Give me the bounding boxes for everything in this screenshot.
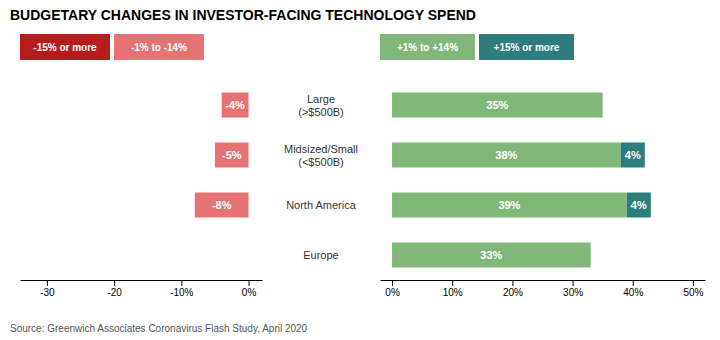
x-axis: 0% 10% 20% 30% 40% 50%: [381, 280, 706, 298]
bar: [392, 143, 621, 168]
legend-label: +1% to +14%: [397, 42, 458, 53]
bar: [222, 93, 249, 118]
tick: 40%: [623, 280, 643, 298]
tick: 10%: [443, 280, 463, 298]
chart-svg: -4% -5% -8% -30 -20 -10% 0% -15% or more -1% to …: [0, 0, 720, 340]
tick-label: 0%: [385, 287, 400, 298]
tick-mark: [114, 280, 115, 286]
legend: +1% to +14% +15% or more: [380, 34, 574, 60]
legend-swatch: [479, 34, 574, 60]
bar: [590, 243, 591, 268]
data-label: 33%: [480, 249, 502, 261]
tick: -20: [107, 280, 122, 298]
tick: 0%: [242, 280, 257, 298]
tick-label: 30%: [563, 287, 583, 298]
bar: [602, 93, 603, 118]
tick: 0%: [385, 280, 400, 298]
tick: 20%: [503, 280, 523, 298]
legend-swatch: [380, 34, 475, 60]
annotation: Source: Greenwich Associates Coronavirus…: [10, 323, 308, 334]
tick-label: 10%: [443, 287, 463, 298]
data-labels: 35% 38% 39% 33% 4% 4%: [480, 99, 647, 261]
tick: -10%: [170, 280, 193, 298]
data-labels: -4% -5% -8%: [212, 99, 245, 211]
tick-mark: [693, 280, 694, 286]
legend-label: -1% to -14%: [131, 42, 187, 53]
bar: [621, 143, 645, 168]
category-label: Midsized/Small(<$500B): [284, 143, 358, 168]
bars: [392, 93, 651, 268]
tick-label: -20: [107, 287, 122, 298]
legend-label: -15% or more: [33, 42, 97, 53]
category-label-line: Europe: [303, 249, 338, 261]
data-label: -5%: [222, 149, 242, 161]
tick-mark: [47, 280, 48, 286]
legend-swatch: [20, 34, 110, 60]
tick-mark: [392, 280, 393, 286]
data-label: 35%: [486, 99, 508, 111]
data-label: 4%: [625, 149, 641, 161]
data-label: 38%: [495, 149, 517, 161]
tick-label: -10%: [170, 287, 193, 298]
tick-label: 20%: [503, 287, 523, 298]
tick: 30%: [563, 280, 583, 298]
bar: [215, 143, 249, 168]
axis-line: [21, 280, 263, 281]
legend-label: +15% or more: [494, 42, 560, 53]
tick-label: 50%: [683, 287, 703, 298]
category-labels: Large(>$500B) Midsized/Small(<$500B) North…: [284, 93, 358, 262]
tick-mark: [452, 280, 453, 286]
category-label-line: North America: [286, 199, 357, 211]
tick-label: 40%: [623, 287, 643, 298]
bars: [195, 93, 249, 218]
bar: [248, 243, 249, 268]
data-label: -4%: [225, 99, 245, 111]
category-label: Europe: [303, 249, 338, 261]
bar: [195, 193, 249, 218]
legend-swatch: [114, 34, 204, 60]
title: BUDGETARY CHANGES IN INVESTOR-FACING TEC…: [10, 7, 476, 23]
data-label: -8%: [212, 199, 232, 211]
tick: -30: [40, 280, 55, 298]
bar: [392, 243, 591, 268]
tick-mark: [633, 280, 634, 286]
legend: -15% or more -1% to -14%: [20, 34, 204, 60]
tick-mark: [181, 280, 182, 286]
category-label: North America: [286, 199, 357, 211]
bar: [392, 93, 603, 118]
bar: [627, 193, 651, 218]
tick-label: -30: [40, 287, 55, 298]
data-label: 4%: [631, 199, 647, 211]
tick-mark: [249, 280, 250, 286]
category-label-line: Midsized/Small: [284, 143, 358, 155]
data-label: 39%: [498, 199, 520, 211]
category-label-line: Large: [307, 93, 335, 105]
category-label-line: (<$500B): [298, 156, 344, 168]
bar: [392, 193, 627, 218]
tick-mark: [573, 280, 574, 286]
axis-line: [381, 280, 706, 281]
x-axis: -30 -20 -10% 0%: [21, 280, 263, 298]
tick-label: 0%: [242, 287, 257, 298]
category-label-line: (>$500B): [298, 106, 344, 118]
tick-mark: [512, 280, 513, 286]
tick: 50%: [683, 280, 703, 298]
category-label: Large(>$500B): [298, 93, 344, 118]
